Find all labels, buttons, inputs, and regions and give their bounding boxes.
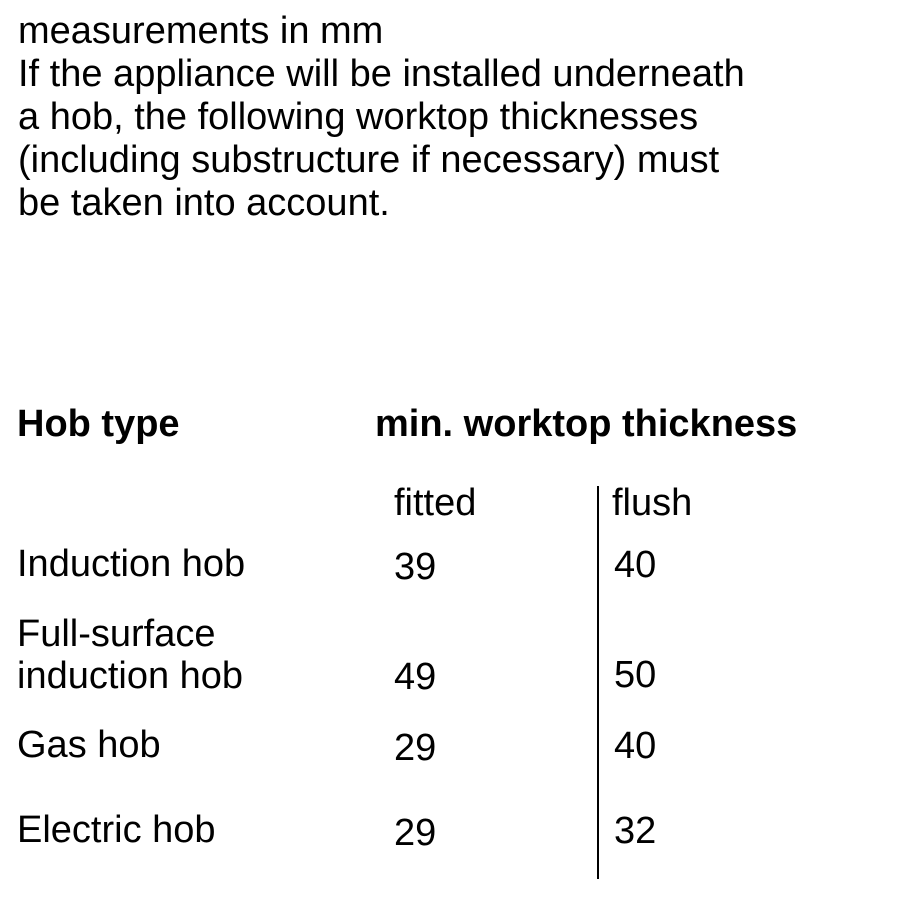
intro-line: a hob, the following worktop thicknesses (18, 96, 699, 138)
row-label: induction hob (17, 655, 244, 697)
units-note: measurements in mm (18, 10, 384, 52)
subheader-fitted: fitted (394, 482, 477, 524)
intro-line: (including substructure if necessary) mu… (18, 139, 720, 181)
row-label: Electric hob (17, 809, 216, 851)
fitted-value: 39 (394, 546, 437, 588)
row-label: Full-surface (17, 613, 216, 655)
intro-line: If the appliance will be installed under… (18, 53, 745, 95)
flush-value: 40 (614, 725, 657, 767)
fitted-value: 49 (394, 656, 437, 698)
subheader-flush: flush (612, 482, 693, 524)
intro-text: measurements in mm If the appliance will… (18, 10, 745, 225)
header-min-thickness: min. worktop thickness (375, 403, 798, 445)
flush-value: 50 (614, 654, 657, 696)
fitted-value: 29 (394, 812, 437, 854)
fitted-value: 29 (394, 727, 437, 769)
flush-value: 40 (614, 544, 657, 586)
flush-value: 32 (614, 810, 657, 852)
header-hob-type: Hob type (17, 403, 180, 445)
row-label: Induction hob (17, 543, 246, 585)
row-label: Gas hob (17, 724, 161, 766)
intro-line: be taken into account. (18, 182, 390, 224)
column-divider (597, 486, 599, 879)
